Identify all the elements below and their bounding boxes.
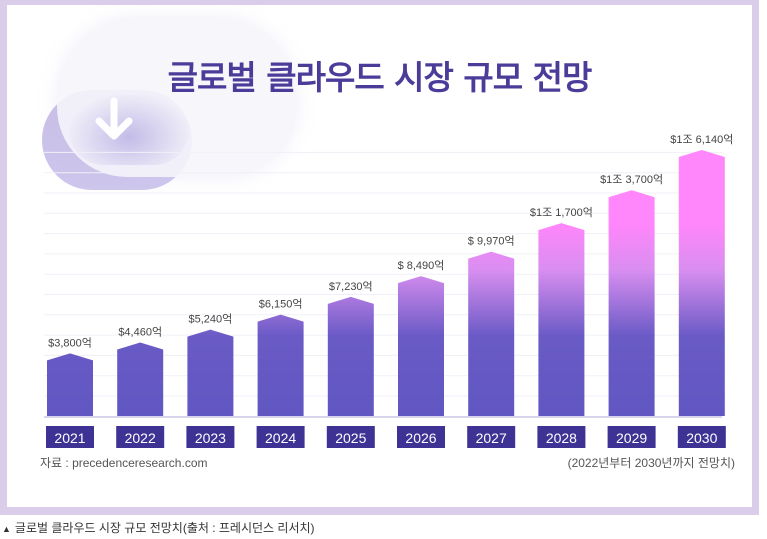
value-label: $7,230억 [329,280,373,293]
bars: $3,800억 $4,460억 $5,240억 $6,150억 $7,230억 $ 8,4… [47,133,733,416]
year-box [677,426,726,448]
value-label: $1조 1,700억 [530,206,593,219]
year-box [46,426,94,448]
value-label: $ 9,970억 [468,235,515,248]
bar-chart: $3,800억 $4,460억 $5,240억 $6,150억 $7,230억 $ 8,4… [44,133,733,448]
year-box [607,426,656,448]
year-box [186,426,235,448]
year-labels: 2021 2022 2023 2024 2025 2026 2027 2028 2029 2030 [46,426,726,448]
year-box [397,426,445,448]
bar-2028 [538,223,585,416]
download-arrow-icon [95,97,133,140]
year-label: 2028 [546,430,577,446]
year-label: 2027 [476,430,507,446]
year-label: 2026 [405,430,436,446]
year-label: 2022 [125,430,156,446]
value-label: $3,800억 [48,336,92,349]
image-caption: ▲ 글로벌 클라우드 시장 규모 전망치(출처 : 프레시던스 리서치) [2,519,315,536]
year-label: 2025 [335,430,366,446]
year-label: 2029 [616,430,647,446]
bar-2023 [187,329,234,416]
bar-2029 [608,190,655,416]
value-label: $1조 6,140억 [670,133,733,146]
year-box [537,426,586,448]
source-text: 자료 : precedenceresearch.com [40,456,208,470]
value-label: $4,460억 [118,325,162,338]
year-label: 2024 [265,430,296,446]
bar-2030 [678,150,725,416]
value-label: $1조 3,700억 [600,173,663,186]
chart-title: 글로벌 클라우드 시장 규모 전망 [167,58,593,97]
forecast-note: (2022년부터 2030년까지 전망치) [567,456,735,470]
year-label: 2021 [54,430,85,446]
cloud-glow [69,95,189,165]
caption-text: 글로벌 클라우드 시장 규모 전망치(출처 : 프레시던스 리서치) [14,521,315,535]
bar-2025 [327,296,374,416]
value-label: $ 8,490억 [398,259,445,272]
value-label: $6,150억 [259,298,303,311]
bar-2021 [47,353,93,416]
bar-2027 [468,251,515,416]
year-box [116,426,165,448]
year-label: 2030 [686,430,717,446]
bar-2024 [257,314,304,416]
caption-triangle-icon: ▲ [2,524,11,534]
bar-2022 [117,342,164,416]
bar-2026 [398,276,444,416]
value-label: $5,240억 [189,313,233,326]
year-box [467,426,516,448]
year-label: 2023 [195,430,226,446]
year-box [326,426,375,448]
year-box [256,426,305,448]
